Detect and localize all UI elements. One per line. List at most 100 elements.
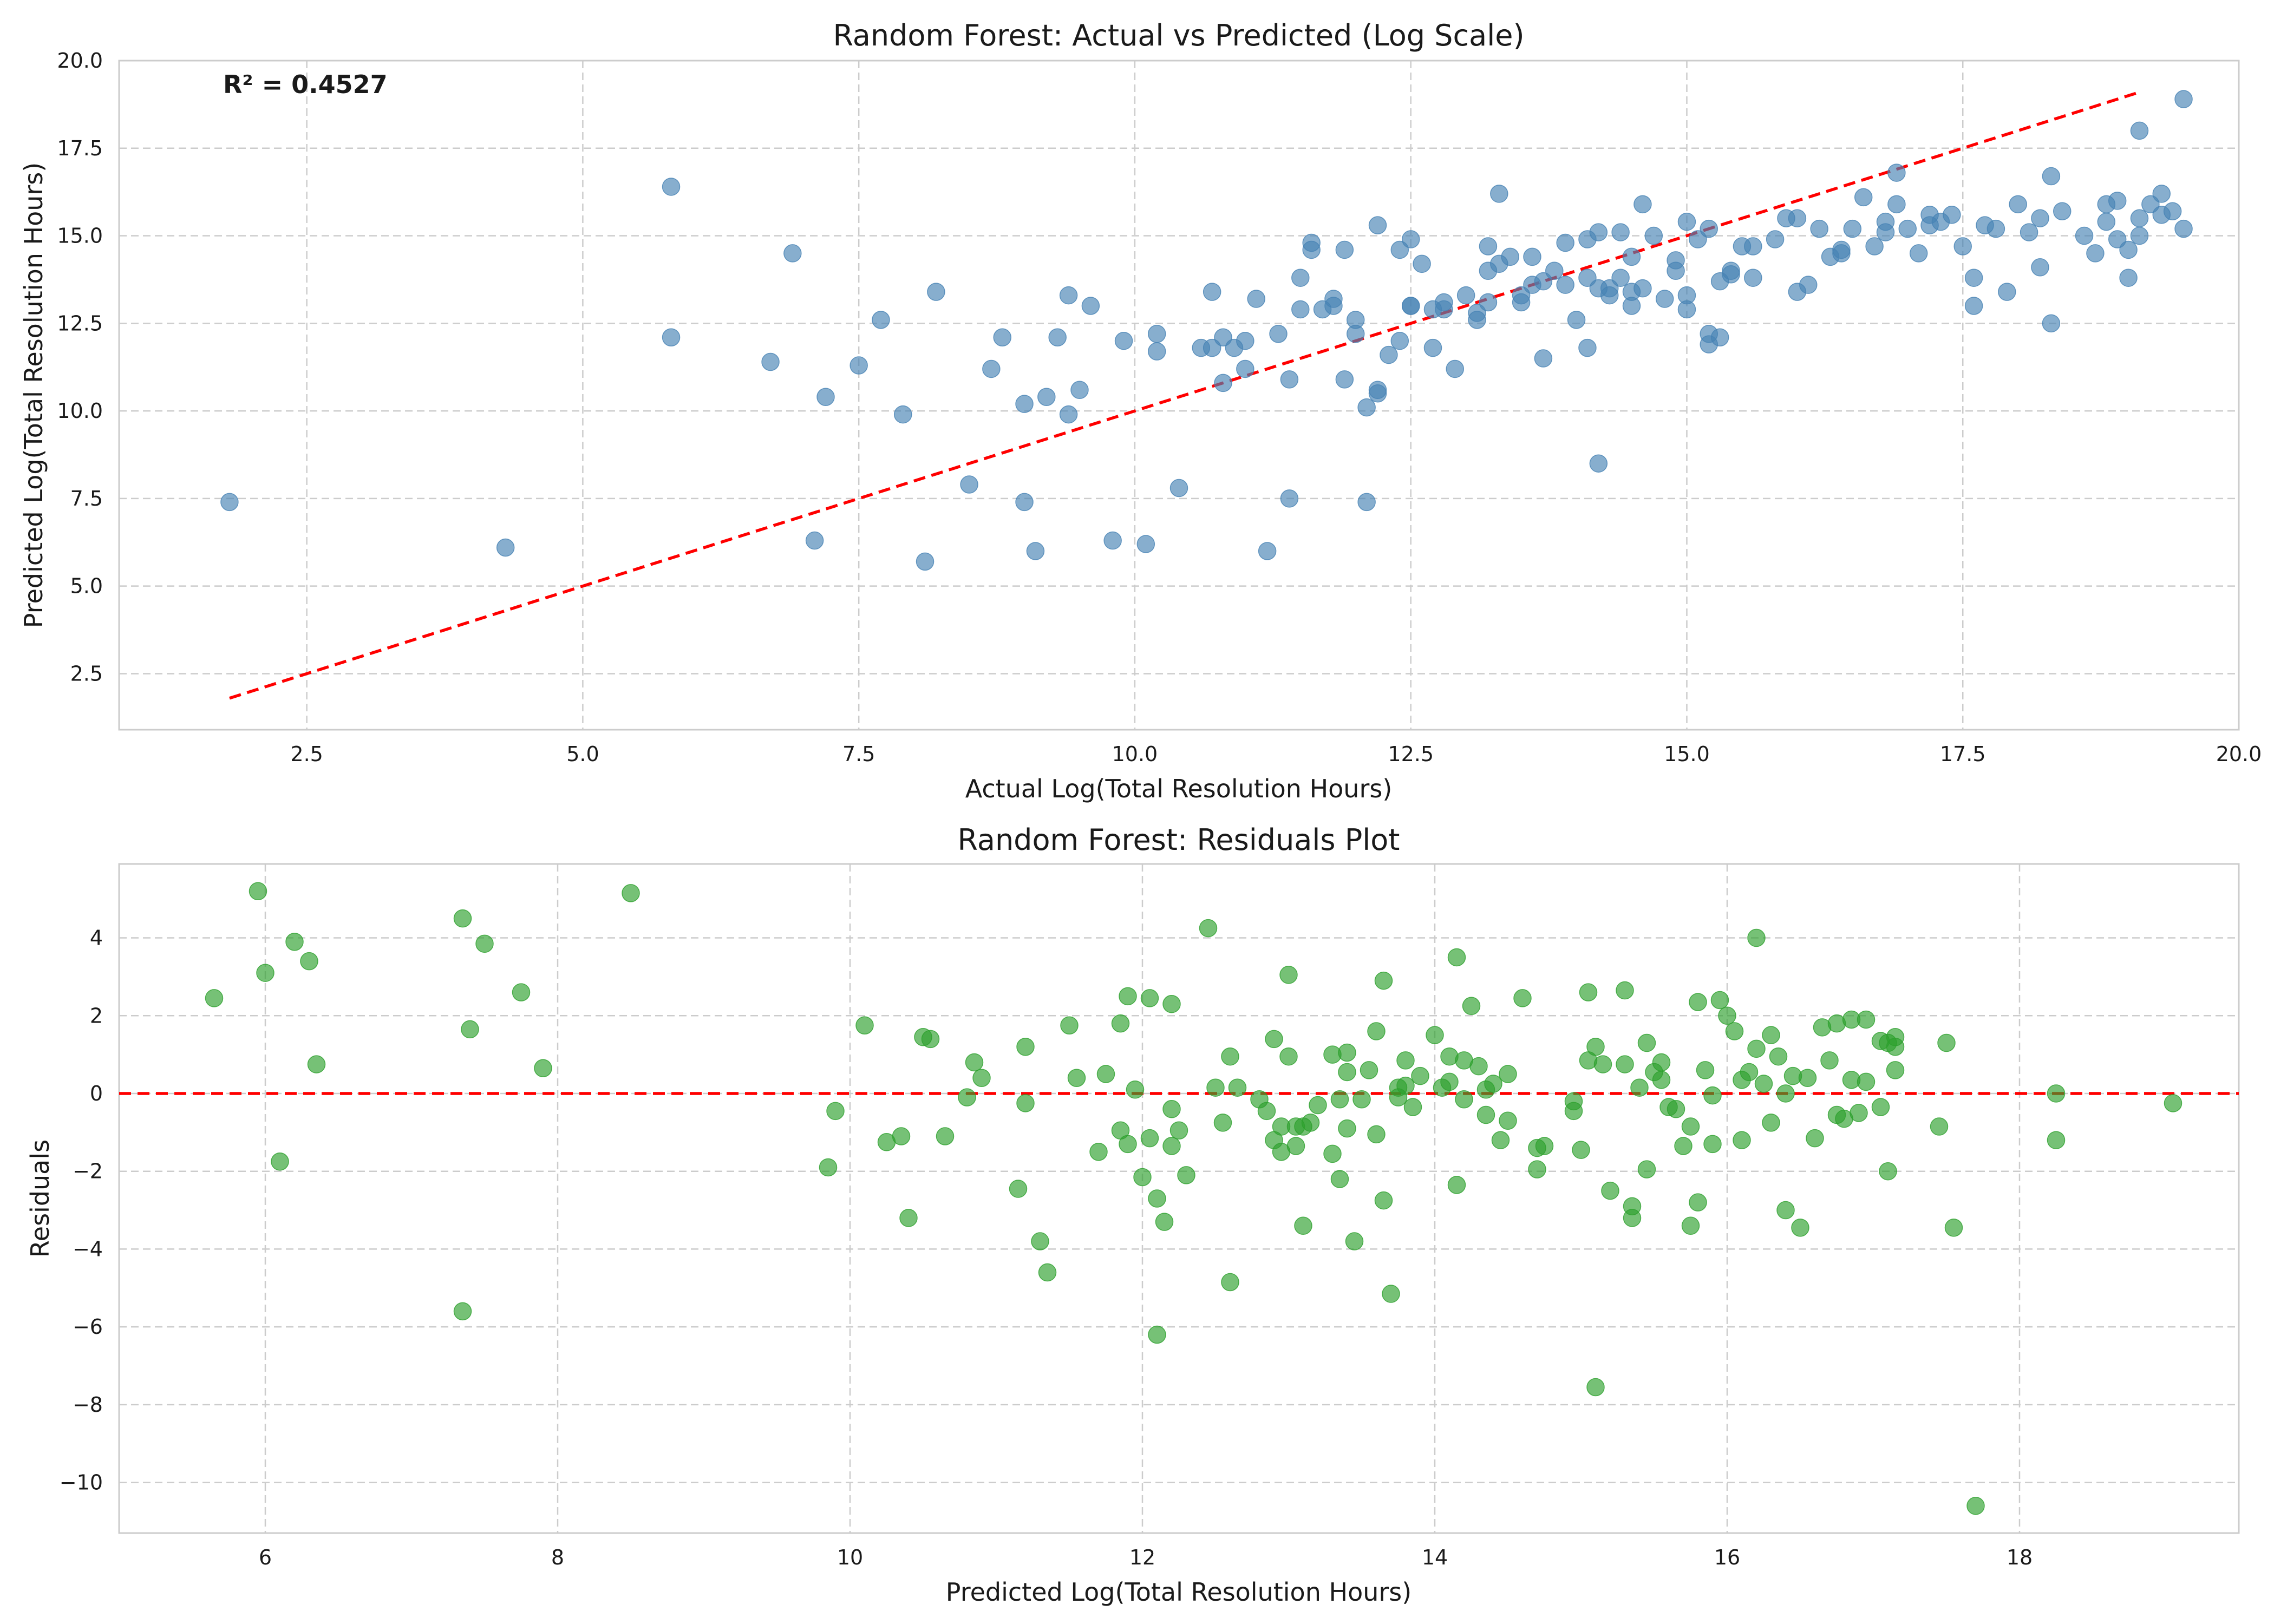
data-point bbox=[1469, 1057, 1488, 1076]
data-point bbox=[1799, 276, 1818, 294]
data-point bbox=[1871, 1098, 1890, 1116]
data-point bbox=[1309, 1096, 1327, 1115]
data-point bbox=[1865, 237, 1884, 256]
data-point bbox=[1357, 493, 1376, 512]
data-point bbox=[1586, 1378, 1605, 1397]
data-point bbox=[1943, 205, 1961, 224]
data-point bbox=[1535, 1137, 1554, 1155]
data-point bbox=[1710, 991, 1729, 1010]
data-point bbox=[1523, 247, 1541, 266]
data-point bbox=[512, 983, 531, 1001]
data-point bbox=[1338, 1063, 1356, 1082]
data-point bbox=[1440, 1072, 1459, 1091]
data-point bbox=[1162, 1137, 1181, 1155]
data-point bbox=[1616, 1055, 1634, 1073]
data-point bbox=[622, 884, 640, 902]
data-point bbox=[1401, 230, 1420, 248]
data-point bbox=[1081, 297, 1100, 315]
chart-title: Random Forest: Residuals Plot bbox=[958, 823, 1400, 857]
data-point bbox=[1611, 269, 1630, 287]
data-point bbox=[972, 1069, 991, 1087]
data-point bbox=[1009, 1180, 1028, 1198]
data-point bbox=[850, 356, 868, 375]
data-point bbox=[1280, 489, 1299, 508]
data-point bbox=[1964, 269, 1983, 287]
data-point bbox=[1368, 381, 1387, 400]
x-tick-label: 12 bbox=[1129, 1546, 1155, 1569]
data-point bbox=[1199, 919, 1218, 938]
data-point bbox=[249, 882, 267, 901]
data-point bbox=[2164, 1094, 2182, 1112]
data-point bbox=[1089, 1143, 1108, 1161]
data-point bbox=[1887, 195, 1906, 214]
data-point bbox=[1476, 1105, 1495, 1124]
data-point bbox=[1887, 163, 1906, 182]
data-point bbox=[1652, 1053, 1671, 1072]
data-point bbox=[1338, 1043, 1356, 1062]
y-tick-label: −4 bbox=[73, 1237, 103, 1261]
data-point bbox=[1820, 1051, 1839, 1070]
data-point bbox=[1791, 1219, 1809, 1237]
data-point bbox=[1689, 993, 1707, 1011]
data-point bbox=[1630, 1078, 1649, 1097]
data-point bbox=[965, 1053, 984, 1072]
data-point bbox=[2031, 258, 2049, 277]
data-point bbox=[1674, 1137, 1693, 1155]
data-point bbox=[2152, 185, 2171, 203]
data-point bbox=[1667, 261, 1685, 280]
x-tick-label: 12.5 bbox=[1388, 742, 1434, 766]
data-point bbox=[662, 328, 681, 346]
data-point bbox=[1048, 328, 1067, 346]
data-point bbox=[1857, 1072, 1876, 1091]
data-point bbox=[1776, 1084, 1795, 1103]
data-point bbox=[1258, 542, 1277, 560]
data-point bbox=[1703, 1135, 1722, 1154]
data-point bbox=[220, 493, 239, 512]
data-point bbox=[1169, 1121, 1188, 1140]
data-point bbox=[1059, 405, 1078, 424]
data-point bbox=[1059, 286, 1078, 305]
data-point bbox=[1762, 1114, 1780, 1132]
y-tick-label: 17.5 bbox=[57, 136, 103, 160]
data-point bbox=[2009, 195, 2027, 214]
data-point bbox=[1103, 531, 1122, 550]
data-point bbox=[1733, 1131, 1751, 1149]
data-point bbox=[1037, 388, 1056, 406]
data-point bbox=[1572, 1141, 1590, 1159]
data-point bbox=[2130, 121, 2149, 140]
data-point bbox=[2075, 226, 2094, 245]
data-point bbox=[1484, 1075, 1502, 1093]
y-tick-label: 7.5 bbox=[70, 487, 103, 510]
data-point bbox=[1528, 1160, 1546, 1178]
data-point bbox=[1479, 237, 1498, 256]
data-point bbox=[1766, 230, 1785, 248]
data-point bbox=[1534, 272, 1553, 291]
data-point bbox=[1479, 293, 1498, 312]
data-point bbox=[2163, 202, 2182, 221]
data-point bbox=[1710, 328, 1729, 346]
data-point bbox=[1455, 1090, 1473, 1109]
data-point bbox=[1213, 1114, 1232, 1132]
x-tick-label: 7.5 bbox=[842, 742, 875, 766]
data-point bbox=[1390, 240, 1409, 259]
data-point bbox=[1806, 1129, 1824, 1148]
data-point bbox=[1374, 971, 1393, 990]
data-point bbox=[1177, 1166, 1195, 1184]
data-point bbox=[1228, 1078, 1247, 1097]
data-point bbox=[1886, 1028, 1905, 1046]
data-point bbox=[1623, 1209, 1642, 1227]
data-point bbox=[1096, 1065, 1115, 1083]
x-tick-label: 8 bbox=[551, 1546, 564, 1569]
x-tick-label: 6 bbox=[259, 1546, 272, 1569]
reference-line bbox=[229, 90, 2140, 700]
data-point bbox=[1600, 286, 1619, 305]
data-point bbox=[1335, 240, 1354, 259]
data-point bbox=[1556, 276, 1574, 294]
y-tick-label: −6 bbox=[73, 1315, 103, 1339]
data-point bbox=[1689, 230, 1707, 248]
data-point bbox=[1015, 395, 1034, 413]
data-point bbox=[1491, 1131, 1510, 1149]
data-point bbox=[1944, 1219, 1963, 1237]
data-point bbox=[1677, 286, 1696, 305]
data-point bbox=[1335, 370, 1354, 389]
